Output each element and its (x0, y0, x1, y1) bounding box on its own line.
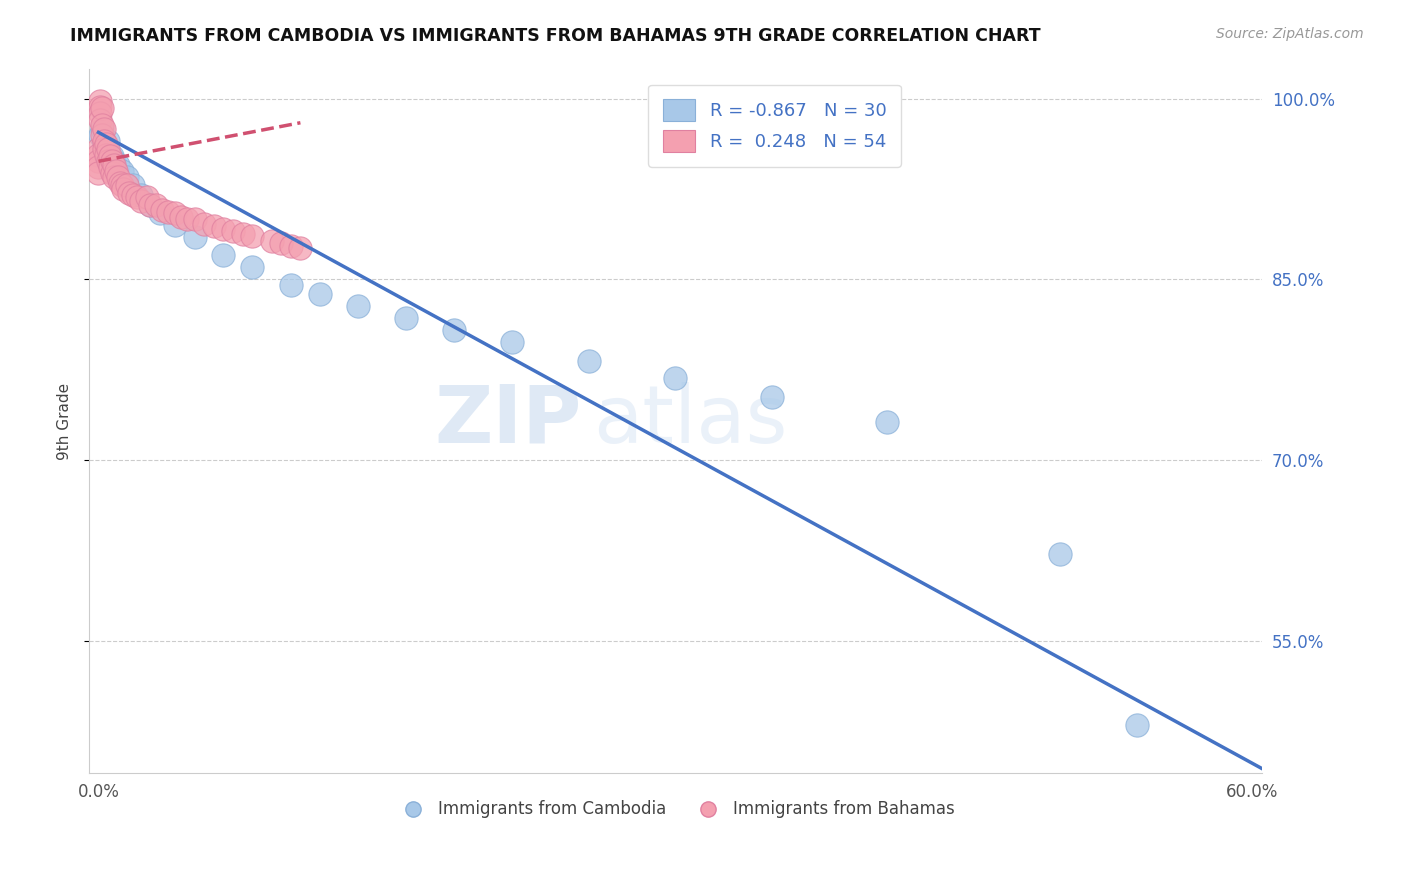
Point (107, 158, 129, 172)
Point (443, 323, 465, 337)
Point (501, 334, 523, 349)
Point (89, 94, 111, 108)
Point (89, 100, 111, 114)
Point (280, 278, 302, 293)
Point (101, 154, 124, 169)
Point (110, 178, 132, 193)
Point (97, 142, 120, 156)
Point (89, 106, 111, 120)
Point (212, 248, 235, 262)
Point (202, 219, 225, 234)
Point (145, 197, 167, 211)
Point (91, 128, 114, 142)
Point (125, 190, 148, 204)
Point (96, 148, 118, 162)
Point (87, 161, 110, 175)
Point (117, 169, 139, 184)
Text: Source: ZipAtlas.com: Source: ZipAtlas.com (1216, 27, 1364, 41)
Point (103, 158, 125, 172)
Point (87, 142, 110, 156)
Point (122, 188, 145, 202)
Legend: Immigrants from Cambodia, Immigrants from Bahamas: Immigrants from Cambodia, Immigrants fro… (389, 794, 962, 825)
Text: IMMIGRANTS FROM CAMBODIA VS IMMIGRANTS FROM BAHAMAS 9TH GRADE CORRELATION CHART: IMMIGRANTS FROM CAMBODIA VS IMMIGRANTS F… (70, 27, 1040, 45)
Point (170, 210, 193, 224)
Point (1126, 718, 1149, 732)
Point (222, 224, 245, 238)
Point (96, 142, 118, 156)
Point (193, 217, 215, 231)
Point (280, 238, 302, 252)
Point (97, 154, 120, 169)
Point (93, 121, 115, 136)
Point (117, 178, 139, 193)
Point (308, 286, 330, 301)
Point (240, 229, 263, 244)
Point (89, 113, 111, 128)
Point (232, 227, 254, 241)
Point (212, 221, 235, 235)
Point (98, 161, 121, 175)
Point (129, 194, 152, 208)
Point (93, 137, 115, 152)
Point (183, 230, 205, 244)
Point (664, 371, 686, 385)
Point (176, 212, 198, 227)
Point (183, 212, 205, 227)
Point (135, 190, 157, 204)
Point (290, 241, 312, 255)
Point (87, 154, 110, 169)
Point (165, 206, 187, 220)
Point (93, 134, 115, 148)
Text: atlas: atlas (593, 382, 787, 460)
Point (1049, 547, 1071, 561)
Point (270, 236, 292, 251)
Point (87, 148, 110, 162)
Point (149, 206, 172, 220)
Point (118, 186, 141, 200)
Point (165, 218, 187, 232)
Point (104, 164, 127, 178)
Point (240, 260, 263, 275)
Point (91, 101, 114, 115)
Point (150, 202, 173, 217)
Point (110, 164, 132, 178)
Point (91, 121, 114, 136)
Point (96, 137, 118, 152)
Y-axis label: 9th Grade: 9th Grade (58, 383, 72, 459)
Point (98, 149, 121, 163)
Point (107, 169, 129, 184)
Text: ZIP: ZIP (434, 382, 582, 460)
Point (93, 142, 115, 156)
Point (578, 354, 600, 368)
Point (876, 415, 898, 429)
Point (89, 128, 111, 142)
Point (156, 205, 179, 219)
Point (129, 188, 152, 202)
Point (103, 154, 125, 169)
Point (101, 166, 124, 180)
Point (395, 310, 418, 325)
Point (108, 176, 131, 190)
Point (260, 234, 283, 248)
Point (112, 182, 135, 196)
Point (139, 197, 162, 211)
Point (122, 178, 145, 193)
Point (139, 197, 162, 211)
Point (101, 149, 124, 163)
Point (97, 134, 120, 148)
Point (761, 391, 783, 405)
Point (91, 118, 114, 132)
Point (103, 169, 125, 184)
Point (347, 299, 370, 313)
Point (87, 166, 110, 180)
